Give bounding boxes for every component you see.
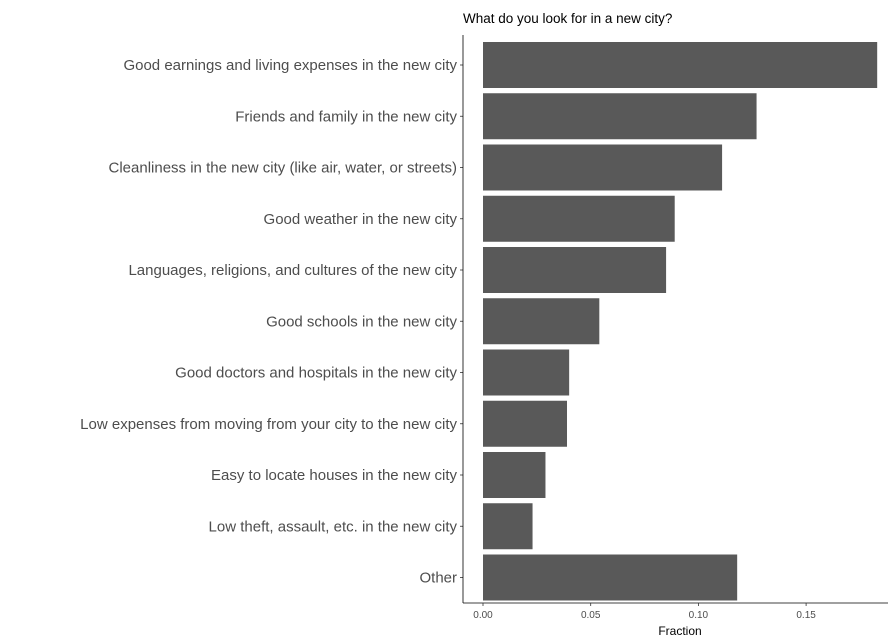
bars-group (483, 42, 878, 601)
x-axis-ticks: 0.00 0.05 0.10 0.15 (473, 603, 816, 621)
bar (483, 247, 667, 293)
category-label: Good schools in the new city (266, 313, 457, 330)
category-label: Good doctors and hospitals in the new ci… (175, 365, 457, 382)
x-axis-title: Fraction (658, 624, 701, 637)
category-labels: Good earnings and living expenses in the… (80, 57, 463, 587)
bar (483, 349, 570, 396)
bar (483, 503, 533, 550)
x-tick-label: 0.15 (796, 610, 816, 621)
category-label: Low theft, assault, etc. in the new city (209, 518, 458, 535)
bar (483, 144, 723, 191)
chart-title: What do you look for in a new city? (463, 11, 672, 26)
category-label: Low expenses from moving from your city … (80, 416, 457, 433)
category-label: Easy to locate houses in the new city (211, 467, 457, 484)
bar (483, 42, 878, 88)
bar (483, 400, 568, 447)
bar (483, 452, 546, 498)
bar (483, 195, 675, 242)
bar (483, 554, 738, 601)
category-label: Other (419, 570, 457, 587)
bar (483, 93, 757, 140)
category-label: Languages, religions, and cultures of th… (128, 262, 457, 279)
category-label: Cleanliness in the new city (like air, w… (109, 160, 457, 177)
x-tick-label: 0.10 (689, 610, 709, 621)
bar (483, 298, 600, 345)
category-label: Friends and family in the new city (235, 108, 457, 125)
category-label: Good earnings and living expenses in the… (123, 57, 457, 74)
x-tick-label: 0.00 (473, 610, 493, 621)
x-tick-label: 0.05 (581, 610, 601, 621)
category-label: Good weather in the new city (264, 211, 458, 228)
